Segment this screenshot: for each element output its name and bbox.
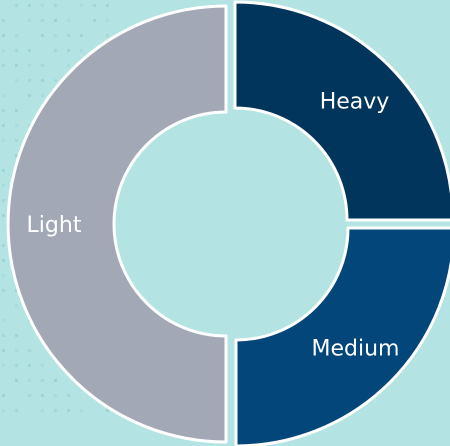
pattern-dot [28, 394, 31, 397]
pattern-dot [2, 49, 5, 52]
slice-medium [234, 226, 450, 446]
pattern-dot [28, 364, 31, 367]
pattern-dot [2, 169, 5, 172]
pattern-dot [2, 274, 5, 277]
pattern-dot [15, 154, 18, 157]
pattern-dot [54, 4, 57, 7]
pattern-dot [2, 319, 5, 322]
pattern-dot [80, 49, 83, 52]
pattern-dot [41, 394, 44, 397]
pattern-dot [41, 94, 44, 97]
pattern-dot [41, 19, 44, 22]
pattern-dot [28, 94, 31, 97]
pattern-dot [2, 334, 5, 337]
pattern-dot [67, 49, 70, 52]
pattern-dot [54, 379, 57, 382]
pattern-dot [67, 64, 70, 67]
pattern-dot [2, 244, 5, 247]
pattern-dot [2, 109, 5, 112]
pattern-dot [15, 334, 18, 337]
pattern-dot [15, 364, 18, 367]
pattern-dot [93, 4, 96, 7]
pattern-dot [41, 409, 44, 412]
pattern-dot [41, 4, 44, 7]
donut-slices [6, 0, 450, 446]
pattern-dot [106, 19, 109, 22]
pattern-dot [106, 4, 109, 7]
pattern-dot [15, 4, 18, 7]
pattern-dot [54, 49, 57, 52]
pattern-dot [106, 409, 109, 412]
pattern-dot [15, 139, 18, 142]
pattern-dot [2, 139, 5, 142]
pattern-dot [15, 289, 18, 292]
pattern-dot [41, 64, 44, 67]
pattern-dot [15, 379, 18, 382]
pattern-dot [2, 214, 5, 217]
pattern-dot [28, 49, 31, 52]
pattern-dot [80, 4, 83, 7]
pattern-dot [15, 304, 18, 307]
pattern-dot [28, 379, 31, 382]
pattern-dot [28, 19, 31, 22]
pattern-dot [2, 34, 5, 37]
pattern-dot [15, 124, 18, 127]
pattern-dot [2, 64, 5, 67]
pattern-dot [2, 289, 5, 292]
pattern-dot [54, 394, 57, 397]
pattern-dot [28, 124, 31, 127]
pattern-dot [28, 349, 31, 352]
pattern-dot [54, 19, 57, 22]
pattern-dot [41, 364, 44, 367]
pattern-dot [2, 94, 5, 97]
slice-label-heavy: Heavy [320, 89, 390, 114]
pattern-dot [2, 349, 5, 352]
pattern-dot [15, 79, 18, 82]
pattern-dot [28, 4, 31, 7]
pattern-dot [67, 34, 70, 37]
pattern-dot [28, 79, 31, 82]
pattern-dot [2, 184, 5, 187]
pattern-dot [106, 34, 109, 37]
pattern-dot [41, 34, 44, 37]
pattern-dot [2, 394, 5, 397]
pattern-dot [67, 394, 70, 397]
pattern-dot [67, 19, 70, 22]
pattern-dot [80, 409, 83, 412]
pattern-dot [2, 124, 5, 127]
pattern-dot [15, 34, 18, 37]
slice-light [6, 4, 228, 444]
pattern-dot [2, 19, 5, 22]
slice-label-medium: Medium [312, 337, 400, 362]
pattern-dot [2, 199, 5, 202]
pattern-dot [15, 109, 18, 112]
pattern-dot [67, 409, 70, 412]
pattern-dot [28, 64, 31, 67]
slice-heavy [233, 0, 450, 222]
pattern-dot [15, 49, 18, 52]
pattern-dot [2, 409, 5, 412]
pattern-dot [2, 259, 5, 262]
pattern-dot [41, 79, 44, 82]
pattern-dot [54, 34, 57, 37]
pattern-dot [41, 379, 44, 382]
pattern-dot [2, 364, 5, 367]
pattern-dot [15, 64, 18, 67]
pattern-dot [54, 79, 57, 82]
pattern-dot [93, 19, 96, 22]
pattern-dot [15, 349, 18, 352]
slice-label-light: Light [27, 213, 82, 238]
pattern-dot [15, 409, 18, 412]
slice-labels: Heavy Medium Light [27, 89, 400, 361]
pattern-dot [80, 34, 83, 37]
pattern-dot [54, 409, 57, 412]
